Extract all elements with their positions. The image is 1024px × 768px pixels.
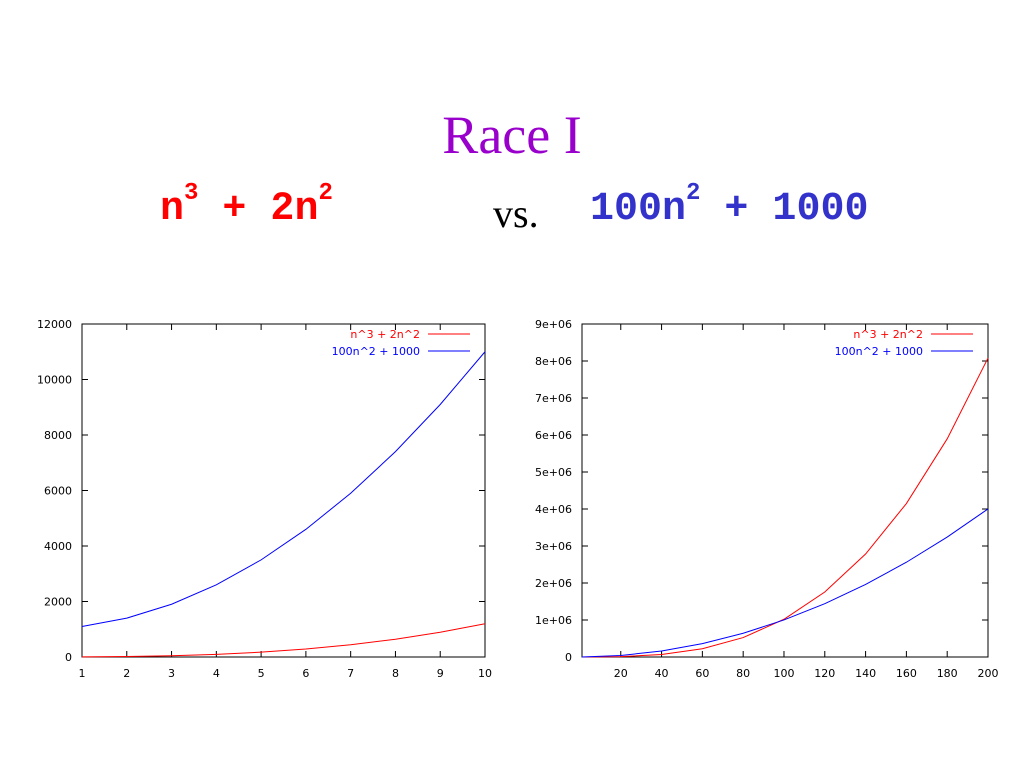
legend-label: n^3 + 2n^2	[350, 328, 420, 341]
series-line-cubic	[81, 623, 486, 658]
y-tick-label: 1e+06	[535, 614, 572, 627]
x-tick-label: 7	[347, 667, 354, 680]
x-tick-label: 100	[773, 667, 794, 680]
x-tick-label: 20	[614, 667, 628, 680]
cubic-expression-base: n	[160, 187, 185, 232]
large-n-chart: 0 1e+06 2e+06 3e+06 4e+06 5e+06 6e+06 7e+06 8e+0…	[535, 318, 999, 680]
y-tick-label: 7e+06	[535, 392, 572, 405]
y-tick-label: 0	[65, 651, 72, 664]
plot-frame	[81, 323, 486, 658]
x-tick-label: 120	[814, 667, 835, 680]
legend-label: 100n^2 + 1000	[332, 345, 420, 358]
x-tick-label: 8	[392, 667, 399, 680]
small-n-chart: 0 2000 4000 6000 8000 10000 12000 1 2 3 4 5 6 7 8 9 10 n^…	[37, 318, 492, 680]
quadratic-expression-exp: 2	[686, 180, 701, 207]
x-tick-label: 140	[855, 667, 876, 680]
x-tick-label: 180	[937, 667, 958, 680]
vs-label: vs.	[493, 191, 539, 236]
cubic-expression-exp1: 3	[184, 180, 199, 207]
y-tick-label: 4000	[44, 540, 72, 553]
y-tick-label: 5e+06	[535, 466, 572, 479]
y-tick-label: 4e+06	[535, 503, 572, 516]
x-tick-label: 10	[478, 667, 492, 680]
plot-frame	[581, 323, 989, 658]
y-tick-label: 8e+06	[535, 355, 572, 368]
x-tick-label: 3	[168, 667, 175, 680]
y-tick-label: 10000	[37, 374, 72, 387]
slide-title: Race I	[442, 105, 582, 165]
quadratic-expression: 100n2 + 1000	[590, 182, 869, 234]
y-tick-label: 12000	[37, 318, 72, 331]
x-tick-label: 80	[736, 667, 750, 680]
y-tick-label: 9e+06	[535, 318, 572, 331]
x-tick-label: 160	[896, 667, 917, 680]
y-tick-label: 8000	[44, 429, 72, 442]
y-tick-label: 6e+06	[535, 429, 572, 442]
legend-label: 100n^2 + 1000	[835, 345, 923, 358]
comparison-subtitle: n3 + 2n2 vs. 100n2 + 1000	[0, 180, 1024, 240]
y-tick-label: 6000	[44, 485, 72, 498]
x-tick-label: 60	[695, 667, 709, 680]
quadratic-expression-tail: + 1000	[700, 187, 869, 232]
y-tick-label: 2e+06	[535, 577, 572, 590]
x-tick-label: 4	[213, 667, 220, 680]
x-tick-label: 6	[302, 667, 309, 680]
x-tick-label: 40	[655, 667, 669, 680]
series-line-quadratic	[581, 508, 989, 658]
y-tick-label: 3e+06	[535, 540, 572, 553]
x-tick-label: 1	[79, 667, 86, 680]
cubic-expression: n3 + 2n2	[160, 182, 333, 234]
legend-label: n^3 + 2n^2	[853, 328, 923, 341]
y-tick-label: 2000	[44, 596, 72, 609]
series-line-cubic	[581, 357, 989, 658]
series-line-quadratic	[81, 351, 486, 627]
x-tick-label: 200	[978, 667, 999, 680]
quadratic-expression-base: 100n	[590, 187, 687, 232]
x-tick-label: 2	[123, 667, 130, 680]
cubic-expression-mid: + 2n	[198, 187, 319, 232]
cubic-expression-exp2: 2	[318, 180, 333, 207]
x-tick-label: 5	[258, 667, 265, 680]
y-tick-label: 0	[565, 651, 572, 664]
x-tick-label: 9	[437, 667, 444, 680]
